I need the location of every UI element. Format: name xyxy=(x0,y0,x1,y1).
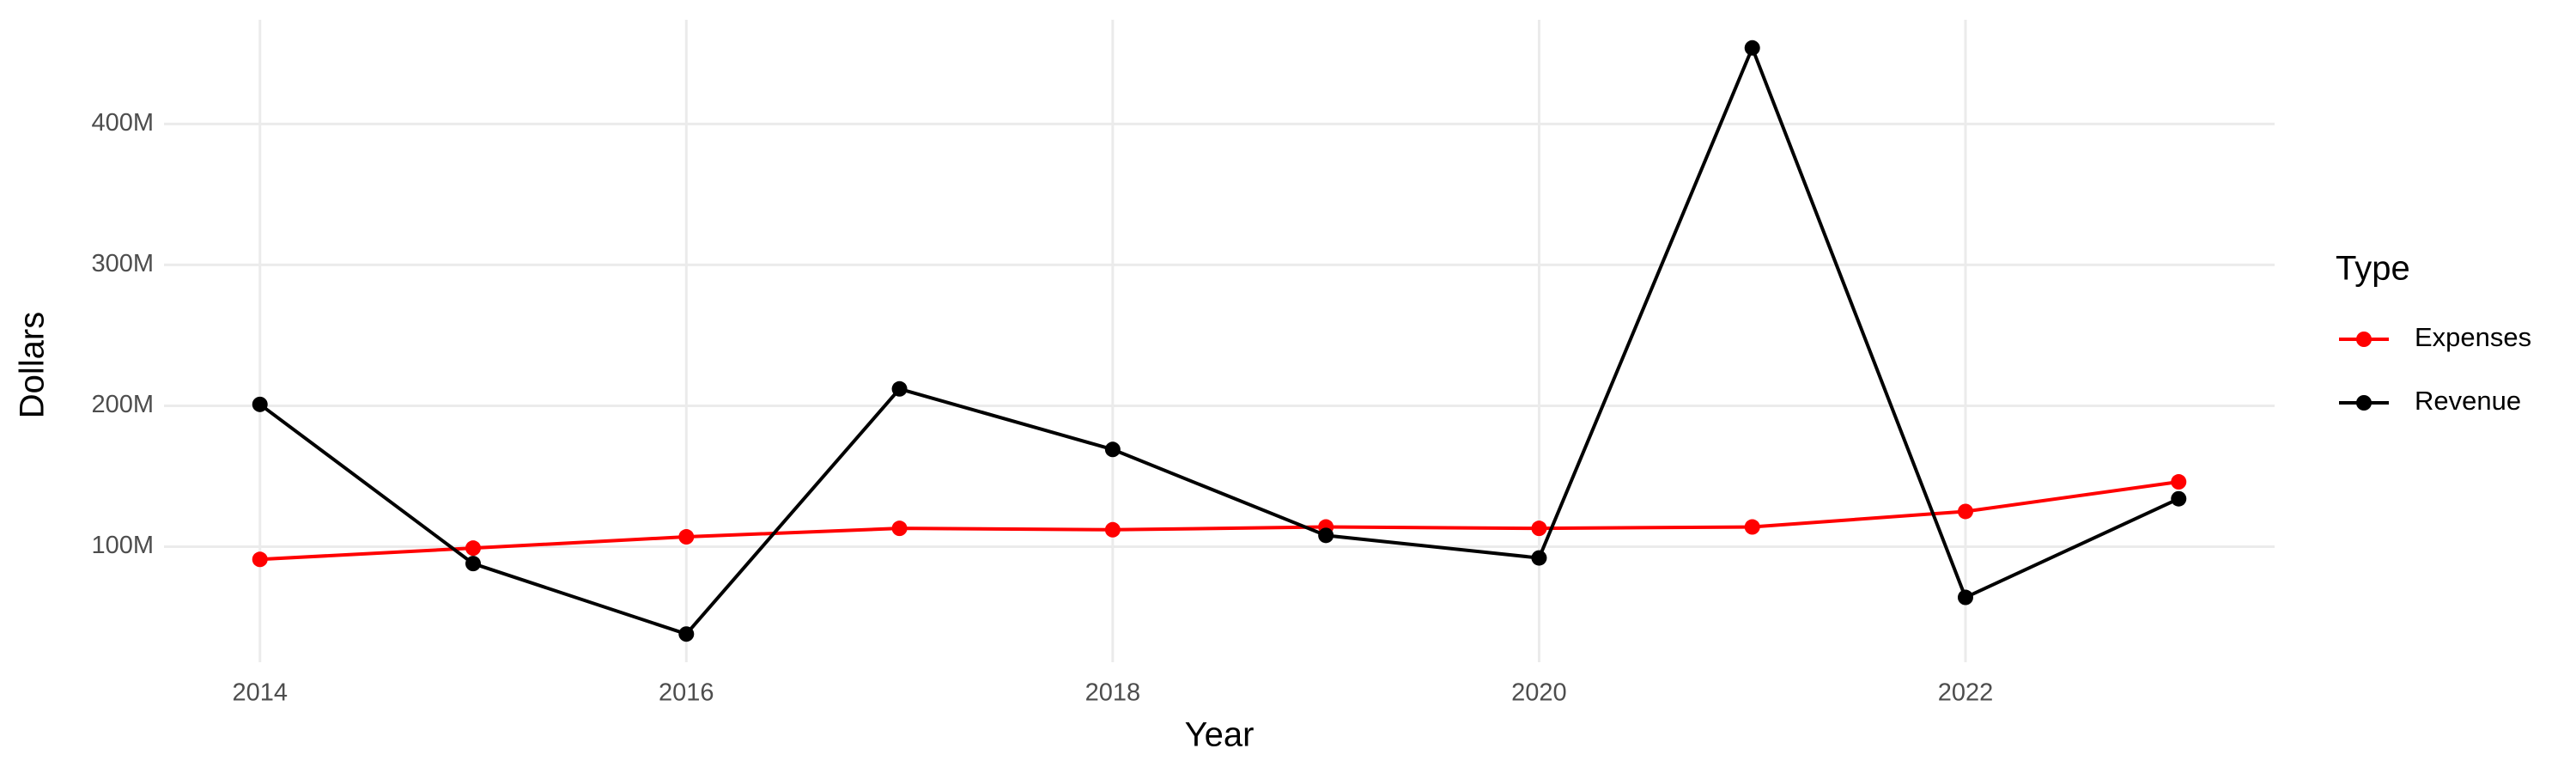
data-point xyxy=(1104,521,1121,538)
series-line xyxy=(258,43,2180,636)
y-tick-label: 400M xyxy=(91,109,154,137)
data-point xyxy=(891,380,908,397)
y-axis-title: Dollars xyxy=(14,312,52,418)
x-tick-label: 2022 xyxy=(1938,679,1994,707)
data-point xyxy=(1957,589,1973,606)
x-tick-label: 2020 xyxy=(1511,679,1567,707)
data-point xyxy=(2171,490,2187,507)
data-point xyxy=(465,540,482,557)
data-point xyxy=(891,520,908,537)
legend-key-point xyxy=(2356,395,2372,411)
x-axis-title: Year xyxy=(1185,716,1255,754)
data-point xyxy=(678,626,695,642)
y-tick-label: 100M xyxy=(91,532,154,559)
x-tick-label: 2016 xyxy=(659,679,714,707)
data-point xyxy=(1957,503,1973,520)
data-point xyxy=(1531,520,1547,537)
data-point xyxy=(465,556,482,572)
data-point xyxy=(252,551,268,568)
data-point xyxy=(1531,550,1547,566)
data-point xyxy=(1318,527,1334,544)
data-point xyxy=(678,529,695,545)
x-tick-label: 2014 xyxy=(232,679,288,707)
y-tick-label: 200M xyxy=(91,391,154,418)
data-point xyxy=(1744,519,1760,535)
data-point xyxy=(252,396,268,412)
x-tick-label: 2018 xyxy=(1085,679,1141,707)
y-tick-label: 300M xyxy=(91,250,154,277)
legend-title: Type xyxy=(2336,250,2410,288)
legend-label: Revenue xyxy=(2415,386,2521,416)
data-point xyxy=(1104,441,1121,458)
legend-label: Expenses xyxy=(2415,322,2531,352)
data-point xyxy=(1744,40,1760,56)
series-line xyxy=(259,480,2179,562)
data-point xyxy=(2171,474,2187,490)
legend-key-point xyxy=(2356,332,2372,347)
